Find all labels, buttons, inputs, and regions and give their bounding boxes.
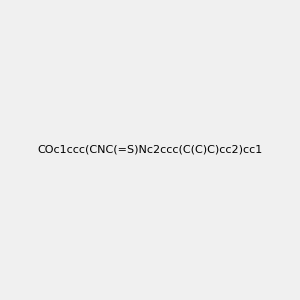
Text: COc1ccc(CNC(=S)Nc2ccc(C(C)C)cc2)cc1: COc1ccc(CNC(=S)Nc2ccc(C(C)C)cc2)cc1 bbox=[38, 145, 262, 155]
